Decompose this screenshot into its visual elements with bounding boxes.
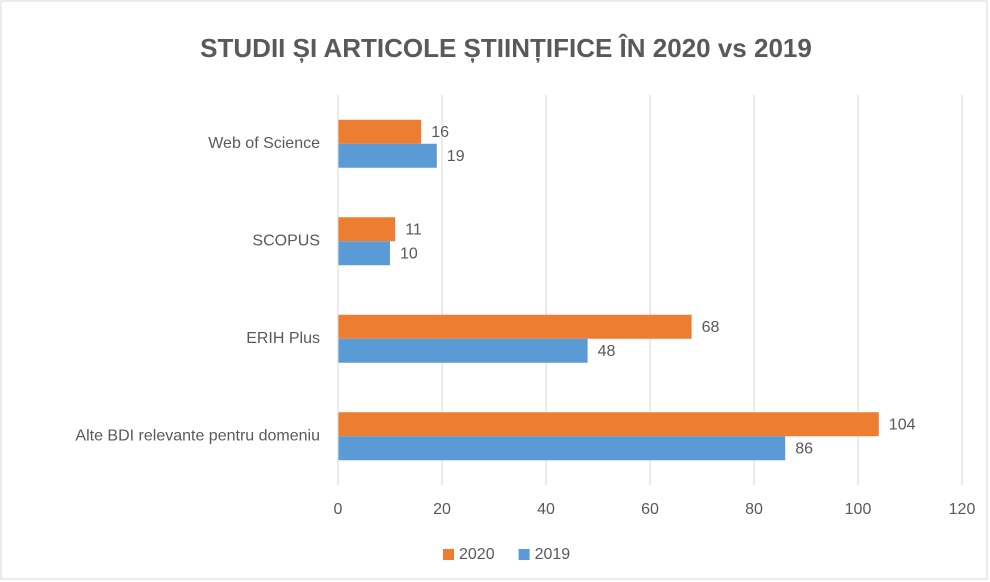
data-label: 86: [795, 440, 813, 457]
chart-title: STUDII ȘI ARTICOLE ȘTIINȚIFICE ÎN 2020 v…: [200, 33, 812, 63]
data-label: 10: [400, 245, 418, 262]
bar: [338, 119, 422, 144]
legend-label: 2020: [459, 546, 495, 563]
bar: [338, 436, 786, 461]
data-label: 16: [431, 124, 449, 141]
y-tick-label: SCOPUS: [252, 232, 320, 249]
y-tick-label: Web of Science: [208, 135, 320, 152]
x-tick-label: 60: [641, 501, 659, 518]
legend-swatch: [518, 549, 530, 560]
data-label: 68: [702, 319, 720, 336]
bar: [338, 217, 396, 242]
bar: [338, 338, 588, 363]
y-tick-label: Alte BDI relevante pentru domeniu: [75, 427, 320, 444]
x-tick-label: 20: [433, 501, 451, 518]
data-label: 19: [447, 148, 465, 165]
bar: [338, 241, 390, 266]
data-label: 48: [598, 343, 616, 360]
bar: [338, 314, 692, 339]
data-label: 11: [405, 221, 422, 238]
x-tick-label: 120: [949, 501, 976, 518]
bar: [338, 143, 437, 168]
bar: [338, 412, 879, 437]
legend-swatch: [443, 549, 454, 560]
x-tick-label: 100: [845, 501, 872, 518]
x-tick-label: 40: [537, 501, 555, 518]
legend-label: 2019: [535, 546, 571, 563]
x-tick-label: 0: [334, 501, 343, 518]
data-label: 104: [889, 416, 916, 433]
y-tick-label: ERIH Plus: [246, 330, 320, 347]
x-tick-label: 80: [745, 501, 763, 518]
